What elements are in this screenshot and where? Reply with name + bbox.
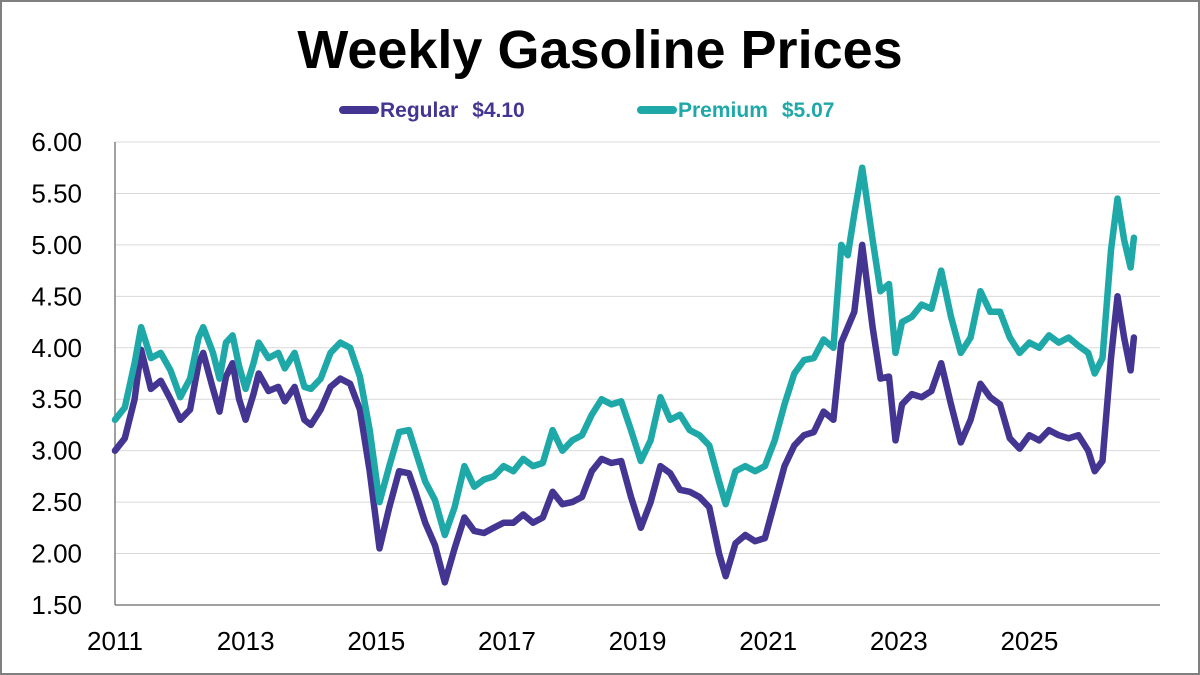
series-line-premium [111, 164, 1138, 539]
x-tick-label: 2025 [1000, 626, 1058, 656]
legend: Regular $4.10 Premium $5.07 [339, 99, 834, 122]
y-tick-label: 2.00 [31, 539, 82, 569]
chart-title: Weekly Gasoline Prices [297, 20, 902, 80]
x-tick-label: 2011 [87, 626, 143, 656]
y-tick-label: 4.00 [31, 333, 82, 363]
gridlines [115, 141, 1160, 555]
x-tick-label: 2015 [347, 626, 405, 656]
y-tick-label: 6.00 [31, 127, 82, 157]
y-tick-label: 2.50 [31, 487, 82, 517]
y-axis-ticks: 6.00 5.50 5.00 4.50 4.00 3.50 3.00 2.50 2.00 1.50 [31, 127, 82, 620]
y-tick-label: 1.50 [31, 590, 82, 620]
x-tick-label: 2019 [609, 626, 667, 656]
y-tick-label: 3.50 [31, 384, 82, 414]
x-axis-ticks: 2011 2013 2015 2017 2019 2021 2023 2025 [87, 626, 1058, 656]
x-tick-label: 2017 [478, 626, 536, 656]
y-tick-label: 5.00 [31, 230, 82, 260]
x-tick-label: 2021 [739, 626, 797, 656]
y-tick-label: 4.50 [31, 281, 82, 311]
axes [114, 142, 1160, 606]
legend-label-premium: Premium $5.07 [678, 99, 834, 122]
x-tick-label: 2023 [870, 626, 928, 656]
x-tick-label: 2013 [217, 626, 275, 656]
y-tick-label: 5.50 [31, 178, 82, 208]
series-lines [111, 164, 1138, 586]
legend-label-regular: Regular $4.10 [380, 99, 525, 122]
series-line-regular [111, 241, 1138, 586]
y-tick-label: 3.00 [31, 436, 82, 466]
